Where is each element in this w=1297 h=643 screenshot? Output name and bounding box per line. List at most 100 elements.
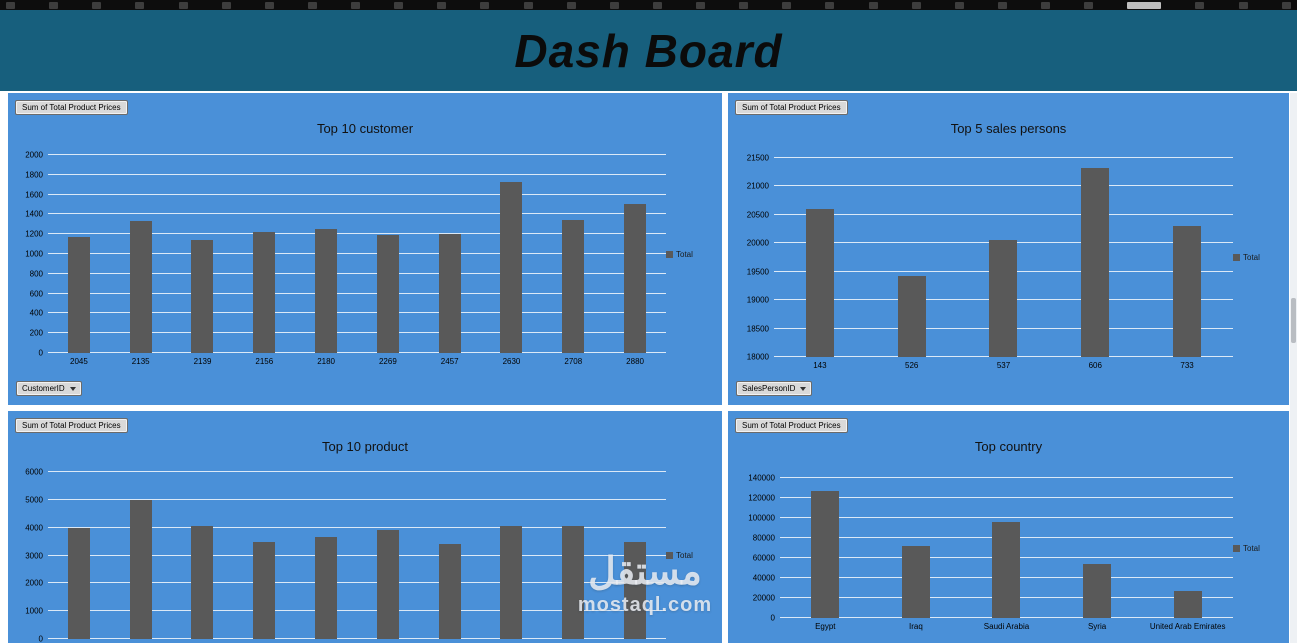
bar <box>1173 226 1202 357</box>
x-axis-label: Syria <box>1087 622 1107 631</box>
bar <box>992 522 1021 618</box>
gridline <box>48 554 666 556</box>
gridline <box>48 253 666 254</box>
bar-slot <box>1142 478 1233 618</box>
browser-tab[interactable] <box>92 1 102 9</box>
y-tick-label: 20000 <box>746 238 769 248</box>
chart-title: Top 10 customer <box>316 121 414 136</box>
x-axis-label: 2139 <box>193 357 212 366</box>
y-tick-label: 60000 <box>752 553 775 563</box>
browser-tab[interactable] <box>954 1 964 9</box>
legend-swatch <box>666 250 673 258</box>
bar-slot <box>233 155 295 353</box>
legend-label: Total <box>1243 253 1260 262</box>
gridline <box>48 526 666 528</box>
browser-tab[interactable] <box>739 1 749 9</box>
browser-tab[interactable] <box>911 1 921 9</box>
browser-tab[interactable] <box>135 1 145 9</box>
chart-area: 0 20000 40000 60000 80000 100000 120000 140000 … <box>734 474 1285 636</box>
gridlines <box>48 471 666 639</box>
browser-tab[interactable] <box>351 1 360 9</box>
bar <box>67 237 90 353</box>
browser-tab[interactable] <box>1281 1 1291 9</box>
browser-tab[interactable] <box>394 1 404 9</box>
legend: Total <box>1233 158 1285 357</box>
x-axis-label: ZOR Item <box>604 639 666 643</box>
chart-area: 0 1000 2000 3000 4000 5000 6000 All ItemJEX It… <box>14 468 718 643</box>
legend: Total <box>666 155 718 353</box>
y-tick-label: 18000 <box>746 352 769 362</box>
y-tick-label: 3000 <box>25 551 43 560</box>
chart-title: Top 10 product <box>321 439 408 454</box>
y-tick-label: 140000 <box>748 473 775 483</box>
browser-tab[interactable] <box>696 1 705 9</box>
browser-tab[interactable] <box>825 1 835 9</box>
browser-tab[interactable] <box>868 1 878 9</box>
bar <box>500 181 523 353</box>
bar-slot <box>419 155 481 353</box>
pivot-field-button[interactable]: Sum of Total Product Prices <box>15 100 128 115</box>
scrollbar[interactable] <box>1290 93 1297 643</box>
pivot-field-button[interactable]: Sum of Total Product Prices <box>15 418 128 433</box>
browser-tab[interactable] <box>264 1 274 9</box>
browser-tab[interactable] <box>437 1 447 9</box>
browser-tab[interactable] <box>1238 1 1248 9</box>
plot-area <box>48 154 666 353</box>
bar-slot <box>542 472 604 639</box>
browser-tab[interactable] <box>480 1 490 9</box>
bar <box>438 544 461 639</box>
x-axis-label: ONK Item <box>357 639 419 643</box>
y-tick-label: 800 <box>29 269 43 279</box>
filter-dropdown-icon <box>800 386 807 391</box>
bar <box>562 526 585 639</box>
bar-slot <box>481 155 543 353</box>
y-tick-label: 120000 <box>748 493 775 503</box>
y-tick-label: 400 <box>29 308 43 318</box>
bar <box>562 220 585 353</box>
browser-tab[interactable] <box>782 1 792 9</box>
browser-tab[interactable] <box>6 1 15 9</box>
bar-series <box>780 478 1233 618</box>
bar-slot <box>172 472 234 639</box>
bar <box>191 240 214 353</box>
pivot-field-button[interactable]: Sum of Total Product Prices <box>735 418 848 433</box>
bar-slot <box>481 472 543 639</box>
x-axis-label: 2457 <box>440 357 459 366</box>
filter-button-customerid[interactable]: CustomerID <box>16 381 82 396</box>
browser-tab[interactable] <box>307 1 317 9</box>
pivot-field-button[interactable]: Sum of Total Product Prices <box>735 100 848 115</box>
plot-area <box>48 471 666 639</box>
browser-tab[interactable] <box>566 1 576 9</box>
y-tick-label: 2000 <box>25 150 43 160</box>
browser-tab[interactable] <box>997 1 1007 9</box>
browser-tab[interactable] <box>49 1 59 9</box>
x-axis-label: 526 <box>905 361 919 370</box>
filter-button-salespersonid[interactable]: SalesPersonID <box>736 381 813 396</box>
scrollbar-thumb[interactable] <box>1291 298 1296 343</box>
bar <box>376 235 399 353</box>
bar-slot <box>1052 478 1143 618</box>
chart-area: 0 200 400 600 800 1000 1200 1400 1600 1800 2000 20… <box>14 151 718 371</box>
bar <box>624 203 647 353</box>
browser-tab[interactable] <box>1041 1 1050 9</box>
browser-tab[interactable] <box>1195 1 1205 9</box>
browser-tab[interactable] <box>652 1 662 9</box>
x-axis-label: 2880 <box>626 357 644 366</box>
browser-tab[interactable] <box>221 1 231 9</box>
x-axis-label: 2045 <box>70 357 88 366</box>
active-tab[interactable] <box>1127 1 1162 9</box>
x-axis-label: MPS Item <box>233 639 295 643</box>
browser-tab[interactable] <box>609 1 619 9</box>
y-tick-label: 600 <box>29 289 43 299</box>
y-tick-label: 19000 <box>746 295 769 305</box>
bar-slot <box>871 478 962 618</box>
y-tick-label: 0 <box>38 634 43 643</box>
gridline <box>48 638 666 639</box>
bar <box>624 541 647 639</box>
browser-tab[interactable] <box>1084 1 1094 9</box>
browser-tab[interactable] <box>178 1 188 9</box>
gridline <box>48 352 666 353</box>
x-axis-label: 2180 <box>317 357 335 366</box>
browser-tab[interactable] <box>523 1 533 9</box>
